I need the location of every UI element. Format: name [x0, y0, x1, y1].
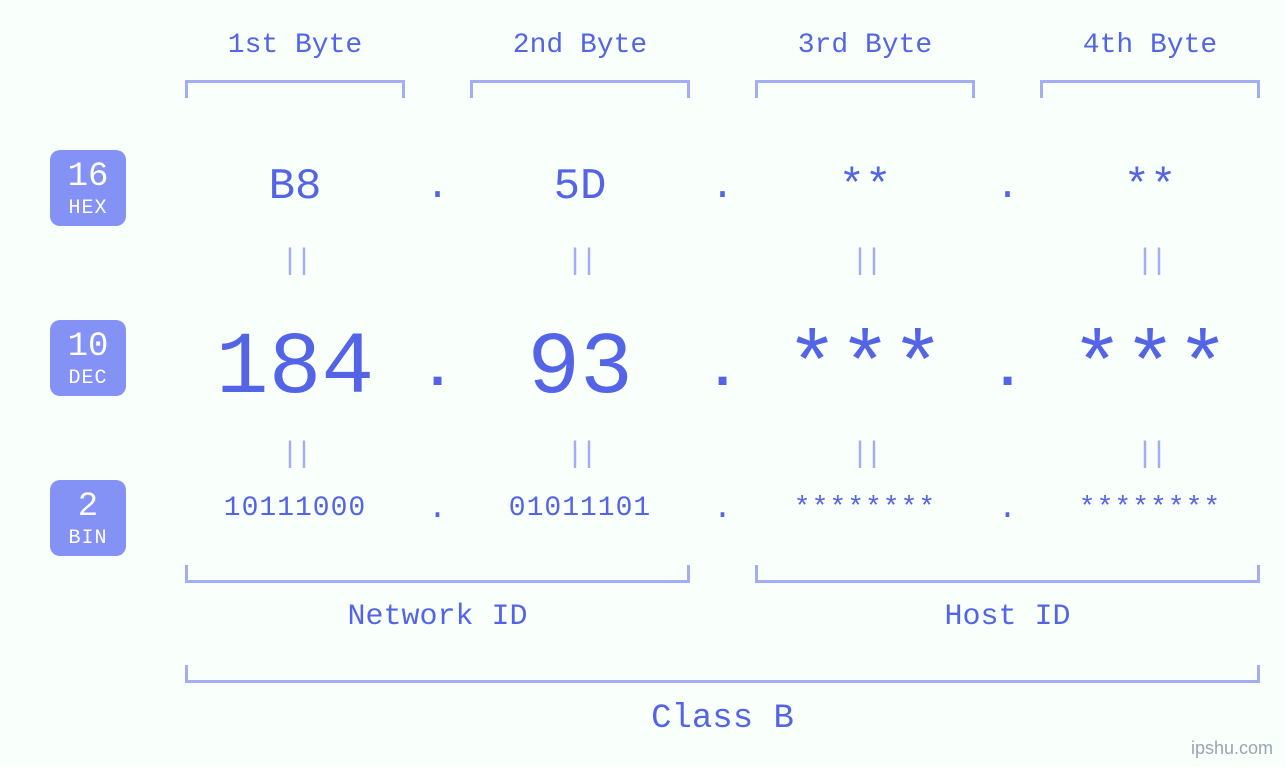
class-label: Class B	[185, 700, 1260, 738]
equals-glyph: ||	[750, 245, 980, 279]
class-bracket	[185, 665, 1260, 683]
dot-separator: .	[695, 338, 750, 402]
dec-byte-4: ***	[1035, 320, 1265, 419]
base-number: 2	[50, 488, 126, 527]
dot-separator: .	[980, 338, 1035, 402]
dot-separator: .	[410, 490, 465, 527]
dot-separator: .	[695, 490, 750, 527]
byte-bracket-2	[470, 80, 690, 98]
byte-header-1: 1st Byte	[180, 30, 410, 61]
equals-row-hex-dec: || . || . || . ||	[180, 245, 1270, 279]
bin-byte-4: ********	[1035, 493, 1265, 524]
equals-glyph: ||	[1035, 245, 1265, 279]
hex-byte-1: B8	[180, 162, 410, 212]
bin-byte-3: ********	[750, 493, 980, 524]
base-number: 16	[50, 158, 126, 197]
dot-separator: .	[410, 165, 465, 210]
equals-glyph: ||	[1035, 438, 1265, 472]
dec-row: 184 . 93 . *** . ***	[180, 320, 1270, 419]
byte-header-2: 2nd Byte	[465, 30, 695, 61]
host-id-label: Host ID	[755, 600, 1260, 634]
equals-row-dec-bin: || . || . || . ||	[180, 438, 1270, 472]
byte-bracket-1	[185, 80, 405, 98]
watermark: ipshu.com	[1191, 738, 1273, 759]
dot-separator: .	[980, 490, 1035, 527]
base-badge-bin: 2 BIN	[50, 480, 126, 556]
hex-row: B8 . 5D . ** . **	[180, 162, 1270, 212]
base-label: DEC	[50, 367, 126, 390]
dec-byte-2: 93	[465, 320, 695, 419]
byte-bracket-3	[755, 80, 975, 98]
equals-glyph: ||	[180, 245, 410, 279]
hex-byte-4: **	[1035, 162, 1265, 212]
base-badge-dec: 10 DEC	[50, 320, 126, 396]
bin-row: 10111000 . 01011101 . ******** . *******…	[180, 490, 1270, 527]
base-label: HEX	[50, 197, 126, 220]
dec-byte-1: 184	[180, 320, 410, 419]
host-id-bracket	[755, 565, 1260, 583]
equals-glyph: ||	[465, 438, 695, 472]
bin-byte-2: 01011101	[465, 493, 695, 524]
network-id-label: Network ID	[185, 600, 690, 634]
hex-byte-2: 5D	[465, 162, 695, 212]
byte-header-4: 4th Byte	[1035, 30, 1265, 61]
hex-byte-3: **	[750, 162, 980, 212]
base-label: BIN	[50, 527, 126, 550]
equals-glyph: ||	[180, 438, 410, 472]
network-id-bracket	[185, 565, 690, 583]
equals-glyph: ||	[465, 245, 695, 279]
bin-byte-1: 10111000	[180, 493, 410, 524]
byte-header-3: 3rd Byte	[750, 30, 980, 61]
dec-byte-3: ***	[750, 320, 980, 419]
dot-separator: .	[410, 338, 465, 402]
dot-separator: .	[695, 165, 750, 210]
equals-glyph: ||	[750, 438, 980, 472]
base-number: 10	[50, 328, 126, 367]
dot-separator: .	[980, 165, 1035, 210]
byte-bracket-4	[1040, 80, 1260, 98]
base-badge-hex: 16 HEX	[50, 150, 126, 226]
